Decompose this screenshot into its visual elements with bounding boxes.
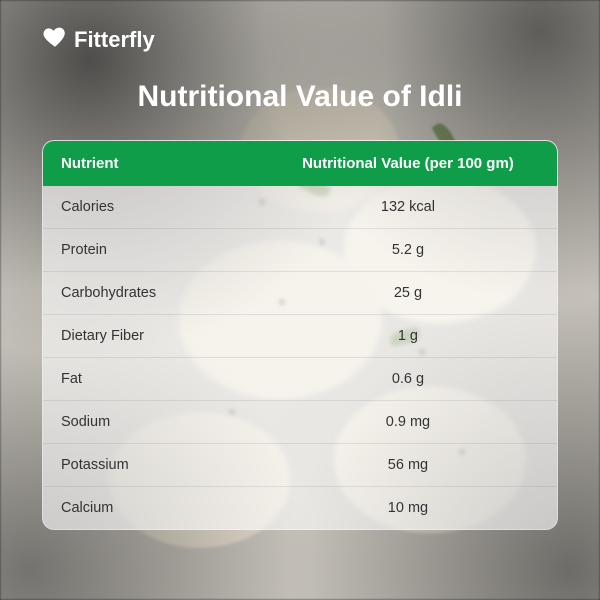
cell-value: 0.9 mg — [259, 401, 557, 443]
col-header-nutrient: Nutrient — [43, 141, 259, 186]
cell-value: 132 kcal — [259, 186, 557, 228]
cell-nutrient: Fat — [43, 358, 259, 400]
table-row: Dietary Fiber 1 g — [43, 314, 557, 357]
cell-nutrient: Potassium — [43, 444, 259, 486]
table-row: Calcium 10 mg — [43, 486, 557, 529]
table-row: Sodium 0.9 mg — [43, 400, 557, 443]
brand-name: Fitterfly — [74, 27, 155, 53]
cell-value: 25 g — [259, 272, 557, 314]
page-title: Nutritional Value of Idli — [42, 80, 558, 114]
cell-nutrient: Dietary Fiber — [43, 315, 259, 357]
cell-value: 0.6 g — [259, 358, 557, 400]
table-row: Protein 5.2 g — [43, 228, 557, 271]
cell-nutrient: Carbohydrates — [43, 272, 259, 314]
cell-value: 1 g — [259, 315, 557, 357]
brand-logo: Fitterfly — [42, 24, 558, 56]
cell-value: 5.2 g — [259, 229, 557, 271]
table-row: Potassium 56 mg — [43, 443, 557, 486]
cell-value: 10 mg — [259, 487, 557, 529]
cell-nutrient: Calories — [43, 186, 259, 228]
table-body: Calories 132 kcal Protein 5.2 g Carbohyd… — [43, 186, 557, 529]
cell-nutrient: Calcium — [43, 487, 259, 529]
col-header-value: Nutritional Value (per 100 gm) — [259, 141, 557, 186]
heart-icon — [42, 24, 68, 56]
nutrition-table: Nutrient Nutritional Value (per 100 gm) … — [42, 140, 558, 530]
table-row: Carbohydrates 25 g — [43, 271, 557, 314]
table-row: Calories 132 kcal — [43, 186, 557, 228]
cell-nutrient: Protein — [43, 229, 259, 271]
table-header: Nutrient Nutritional Value (per 100 gm) — [43, 141, 557, 186]
cell-nutrient: Sodium — [43, 401, 259, 443]
cell-value: 56 mg — [259, 444, 557, 486]
table-row: Fat 0.6 g — [43, 357, 557, 400]
